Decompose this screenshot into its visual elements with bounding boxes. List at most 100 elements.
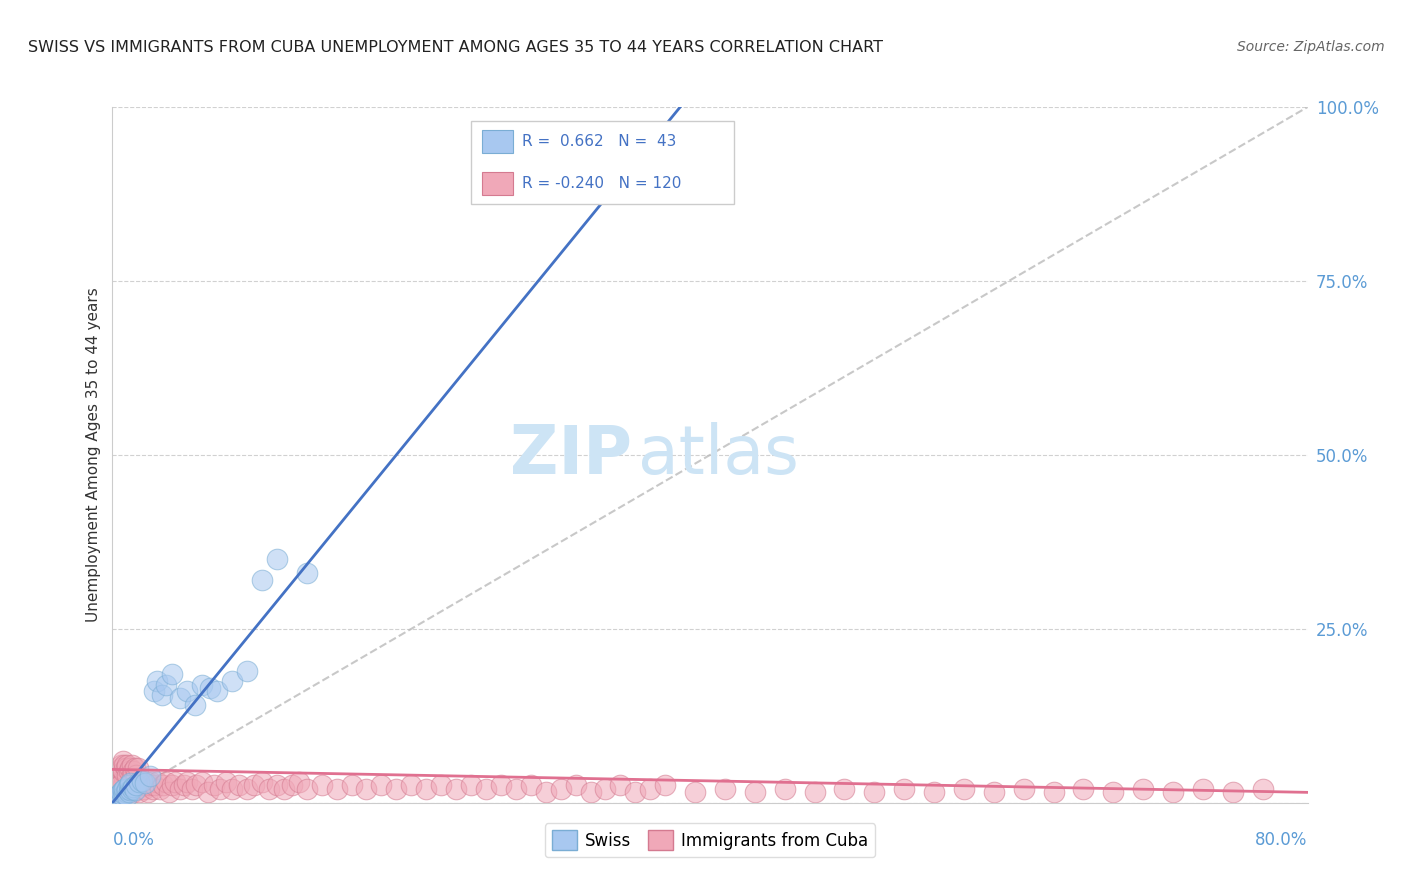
Point (129, 778, 152, 793)
Point (893, 781, 915, 796)
Point (103, 792, 125, 806)
Point (139, 778, 162, 793)
Point (114, 788, 135, 802)
Point (121, 768, 143, 782)
Point (118, 764, 141, 779)
Point (128, 785, 150, 799)
Point (169, 781, 191, 796)
Point (111, 789, 134, 803)
Point (953, 781, 976, 796)
Point (1161, 785, 1184, 799)
Point (125, 768, 148, 782)
Point (162, 778, 183, 793)
Point (1132, 781, 1154, 796)
Point (138, 785, 160, 799)
Point (165, 775, 187, 789)
Point (922, 785, 945, 799)
Point (205, 684, 228, 698)
Point (1042, 785, 1064, 799)
Point (155, 677, 177, 691)
Point (107, 792, 129, 806)
Point (122, 780, 145, 795)
Point (209, 781, 232, 796)
Point (773, 781, 796, 796)
Point (624, 785, 647, 799)
Point (295, 566, 318, 581)
Point (118, 778, 141, 793)
Point (122, 764, 145, 779)
Point (155, 775, 177, 789)
Point (118, 781, 141, 796)
Point (132, 781, 155, 796)
Point (197, 785, 219, 799)
Point (107, 772, 129, 786)
Point (141, 775, 163, 789)
Point (295, 781, 318, 796)
Point (173, 778, 195, 793)
Point (183, 698, 205, 713)
Point (609, 778, 631, 793)
Point (114, 772, 135, 786)
Point (186, 778, 208, 793)
Point (149, 781, 172, 796)
Point (176, 775, 198, 789)
Text: 80.0%: 80.0% (1256, 830, 1308, 848)
Point (110, 757, 132, 772)
Point (117, 781, 139, 796)
Point (134, 776, 156, 790)
Point (120, 783, 142, 797)
Point (415, 781, 437, 796)
Point (191, 677, 214, 691)
Point (117, 768, 139, 782)
Point (198, 681, 221, 695)
Point (139, 769, 162, 783)
Point (110, 775, 132, 789)
Point (127, 761, 149, 775)
Point (444, 781, 467, 796)
Point (122, 785, 145, 799)
Point (115, 761, 138, 775)
Point (117, 789, 139, 803)
Point (520, 778, 543, 793)
Point (127, 775, 149, 789)
Point (121, 757, 143, 772)
Point (176, 684, 198, 698)
Text: ZIP: ZIP (510, 422, 633, 488)
Point (124, 783, 146, 797)
Point (1251, 781, 1274, 796)
Point (111, 764, 134, 779)
Point (135, 775, 157, 789)
Point (114, 781, 135, 796)
Point (157, 785, 180, 799)
Point (124, 761, 146, 775)
Point (505, 781, 527, 796)
Point (108, 778, 131, 793)
Point (356, 781, 378, 796)
Point (125, 781, 148, 796)
Point (143, 778, 166, 793)
Text: 0.0%: 0.0% (112, 830, 155, 848)
Point (243, 778, 266, 793)
Point (131, 773, 153, 788)
Point (110, 790, 132, 805)
Point (131, 775, 153, 789)
Point (460, 778, 482, 793)
Point (108, 781, 131, 796)
Text: Source: ZipAtlas.com: Source: ZipAtlas.com (1237, 40, 1385, 54)
Point (983, 785, 1005, 799)
Point (250, 775, 273, 789)
Point (744, 785, 766, 799)
Point (863, 785, 886, 799)
Point (105, 778, 128, 793)
Point (111, 754, 134, 768)
Point (564, 778, 586, 793)
Point (125, 778, 148, 793)
Point (281, 778, 304, 793)
Point (104, 775, 127, 789)
Point (266, 552, 288, 566)
Point (134, 778, 156, 793)
Point (236, 664, 259, 678)
Point (120, 775, 142, 789)
Point (110, 761, 132, 775)
Point (430, 778, 453, 793)
